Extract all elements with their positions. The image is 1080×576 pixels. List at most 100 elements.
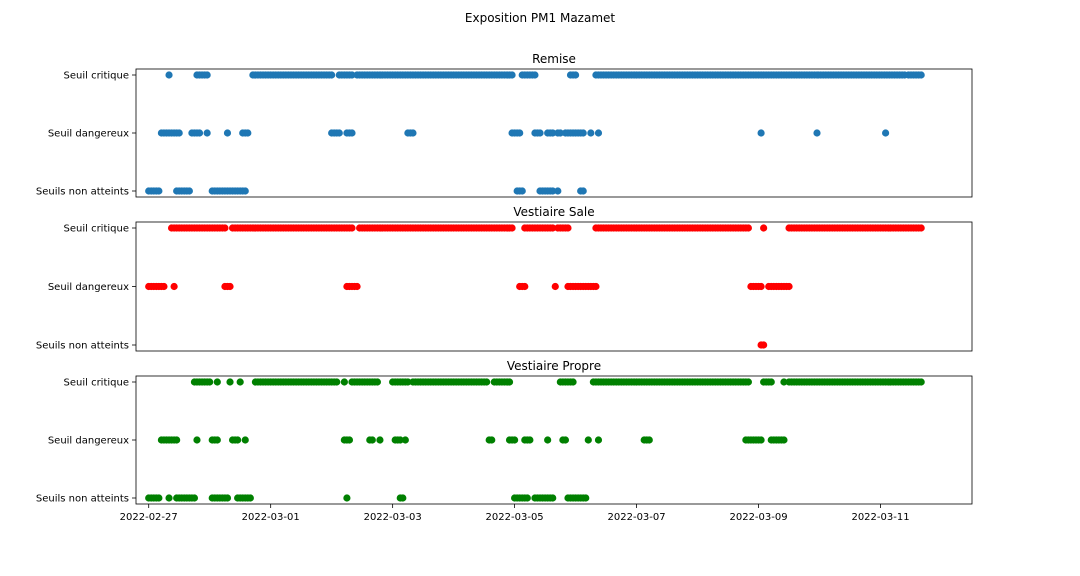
data-point [561, 436, 570, 444]
data-point [526, 436, 534, 444]
data-point [195, 129, 204, 137]
data-point [564, 224, 572, 232]
data-point [917, 224, 925, 232]
data-point [368, 436, 376, 444]
y-tick-label: Seuil dangereux [48, 129, 129, 140]
data-point [241, 187, 249, 195]
y-tick-label: Seuils non atteints [36, 341, 129, 352]
data-point [234, 436, 242, 444]
subplot-title: Vestiaire Propre [507, 359, 601, 373]
data-point [544, 436, 552, 444]
data-point [757, 436, 765, 444]
data-point [401, 436, 409, 444]
data-point [518, 187, 526, 195]
data-point [760, 224, 768, 232]
y-tick-label: Seuil critique [64, 378, 130, 389]
data-point [549, 129, 557, 137]
data-point [190, 494, 199, 502]
data-point [399, 494, 407, 502]
subplot-3: Vestiaire Propre Seuils non atteints Seuil… [36, 359, 973, 523]
data-point [203, 71, 211, 79]
data-point [226, 378, 234, 386]
data-point [348, 129, 356, 137]
data-point [348, 71, 356, 79]
y-tick-label: Seuil critique [64, 71, 130, 82]
y-tick-label: Seuil critique [64, 224, 130, 235]
data-point [917, 71, 925, 79]
data-point [516, 129, 524, 137]
data-point [508, 224, 516, 232]
data-point [813, 129, 821, 137]
data-point [236, 378, 244, 386]
data-point [223, 494, 232, 502]
data-point [917, 378, 925, 386]
data-point [760, 341, 768, 349]
data-point [744, 224, 752, 232]
data-point [483, 378, 491, 386]
data-point [780, 378, 788, 386]
subplot-1: Remise Seuils non atteints Seuil dangereux… [36, 52, 973, 198]
data-point [373, 378, 381, 386]
data-point [353, 282, 361, 291]
data-point [594, 129, 603, 137]
subplot-2: Vestiaire Sale Seuils non atteints Seuil d… [36, 205, 973, 352]
x-tick-label: 2022-03-07 [608, 512, 666, 523]
data-point [511, 436, 519, 444]
x-tick-label: 2022-03-03 [364, 512, 422, 523]
data-point [193, 436, 201, 444]
data-point [221, 224, 229, 232]
data-point [246, 494, 254, 502]
data-point [780, 436, 788, 444]
data-point [155, 187, 163, 195]
data-point [508, 71, 516, 79]
figure-title: Exposition PM1 Mazamet [465, 11, 616, 25]
data-point [536, 129, 544, 137]
data-point [165, 71, 173, 79]
data-point [645, 436, 653, 444]
data-point [549, 224, 557, 232]
data-point [409, 129, 417, 137]
data-point [173, 436, 181, 444]
data-point [340, 378, 348, 386]
data-points [145, 378, 925, 502]
y-tick-label: Seuils non atteints [36, 187, 129, 198]
data-point [584, 436, 592, 444]
data-point [155, 494, 163, 502]
x-tick-label: 2022-02-27 [120, 512, 178, 523]
data-point [551, 282, 559, 291]
data-point [488, 436, 496, 444]
data-point [404, 378, 412, 386]
data-point [556, 129, 564, 137]
data-point [505, 378, 514, 386]
data-point [345, 436, 354, 444]
data-points [145, 71, 925, 195]
data-point [579, 129, 587, 137]
x-tick-label: 2022-03-05 [486, 512, 544, 523]
data-point [213, 378, 221, 386]
x-tick-label: 2022-03-09 [729, 512, 787, 523]
data-point [554, 187, 562, 195]
data-point [244, 129, 252, 137]
y-tick-label: Seuils non atteints [36, 494, 129, 505]
data-point [882, 129, 890, 137]
data-point [523, 494, 531, 502]
subplots: Remise Seuils non atteints Seuil dangereux… [36, 52, 973, 523]
data-point [376, 436, 384, 444]
data-point [549, 187, 557, 195]
data-point [569, 378, 577, 386]
data-point [767, 378, 775, 386]
data-point [170, 282, 178, 291]
data-point [335, 129, 343, 137]
x-tick-label: 2022-03-01 [242, 512, 300, 523]
data-points [145, 224, 925, 349]
data-point [549, 494, 557, 502]
data-point [785, 282, 793, 291]
data-point [175, 129, 183, 137]
data-point [757, 282, 765, 291]
data-point [744, 378, 752, 386]
data-point [531, 71, 539, 79]
data-point [203, 129, 211, 137]
data-point [757, 129, 765, 137]
data-point [582, 494, 590, 502]
